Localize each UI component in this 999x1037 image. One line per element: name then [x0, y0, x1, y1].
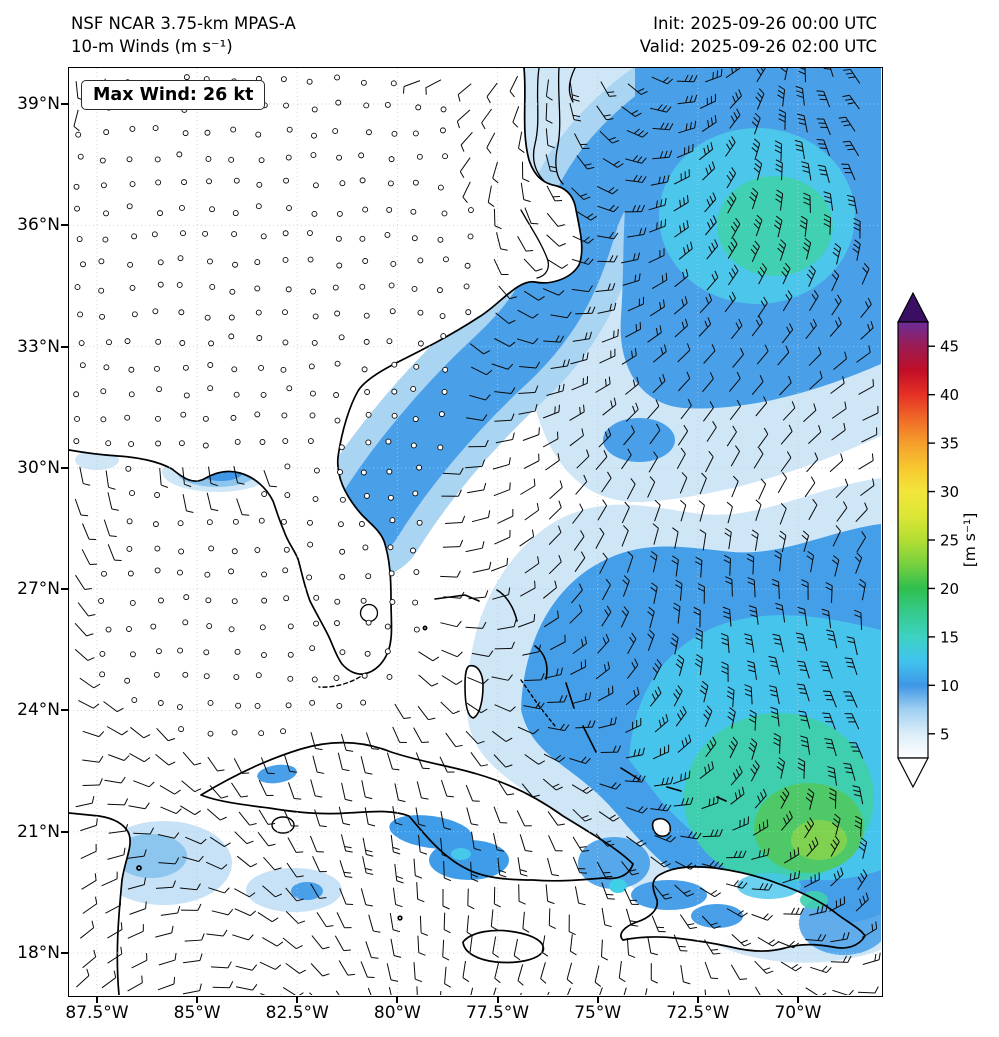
graticule-layer	[69, 68, 881, 995]
colorbar-ticks: 5 10 15 20 25 30 35 40 45	[928, 338, 959, 743]
lon-tick-mark	[496, 996, 499, 1003]
colorbar-bar	[897, 321, 929, 759]
lat-tick-mark	[61, 588, 68, 591]
lat-tick-label: 36°N	[17, 215, 60, 236]
lon-tick-mark	[696, 996, 699, 1003]
lon-tick-label: 85°W	[173, 1003, 221, 1023]
valid-time: Valid: 2025-09-26 02:00 UTC	[639, 37, 877, 56]
colorbar: 5 10 15 20 25 30 35 40 45 [m s⁻¹]	[880, 278, 999, 808]
lat-tick-label: 27°N	[17, 579, 60, 600]
svg-text:25: 25	[940, 532, 959, 550]
lon-tick-label: 82.5°W	[265, 1003, 329, 1023]
svg-text:20: 20	[940, 580, 959, 598]
svg-text:35: 35	[940, 435, 959, 453]
lat-tick-label: 18°N	[17, 943, 60, 964]
figure-title-block: NSF NCAR 3.75-km MPAS-A 10-m Winds (m s⁻…	[71, 12, 296, 58]
svg-text:10: 10	[940, 677, 959, 695]
wind-barb-layer	[73, 68, 881, 996]
lon-tick-label: 70°W	[774, 1003, 822, 1023]
lat-tick-label: 21°N	[17, 821, 60, 842]
lat-tick-mark	[61, 709, 68, 712]
figure-time-block: Init: 2025-09-26 00:00 UTC Valid: 2025-0…	[640, 12, 877, 58]
svg-text:5: 5	[940, 725, 950, 743]
lon-tick-mark	[796, 996, 799, 1003]
init-time: Init: 2025-09-26 00:00 UTC	[653, 14, 877, 33]
lon-tick-mark	[596, 996, 599, 1003]
lat-tick-label: 24°N	[17, 700, 60, 721]
lon-tick-mark	[96, 996, 98, 1003]
colorbar-unit-label: [m s⁻¹]	[961, 513, 979, 568]
figure-subtitle: 10-m Winds (m s⁻¹)	[71, 37, 233, 56]
land-wind-patches-layer	[257, 764, 882, 955]
lat-tick-label: 30°N	[17, 457, 60, 478]
colorbar-arrow-bottom	[897, 757, 929, 789]
lon-tick-label: 72.5°W	[666, 1003, 730, 1023]
lat-tick-label: 33°N	[17, 336, 60, 357]
map-canvas	[69, 68, 882, 996]
lon-tick-label: 77.5°W	[465, 1003, 530, 1023]
lat-tick-mark	[61, 103, 68, 105]
lon-tick-label: 80°W	[373, 1003, 421, 1023]
lat-tick-mark	[61, 224, 68, 227]
svg-text:40: 40	[940, 386, 959, 404]
map-plot: Max Wind: 26 kt	[68, 67, 883, 997]
lat-tick-mark	[61, 466, 68, 469]
svg-text:15: 15	[940, 628, 959, 646]
colorbar-arrow-top	[897, 291, 929, 323]
lat-tick-mark	[61, 830, 68, 833]
lon-tick-label: 87.5°W	[65, 1003, 129, 1023]
figure-title: NSF NCAR 3.75-km MPAS-A	[71, 14, 296, 33]
lat-tick-label: 39°N	[17, 94, 60, 114]
max-wind-badge: Max Wind: 26 kt	[81, 80, 266, 110]
svg-text:30: 30	[940, 483, 959, 501]
lon-tick-mark	[396, 996, 399, 1003]
lat-tick-mark	[61, 345, 68, 348]
lon-tick-mark	[196, 996, 199, 1003]
lon-tick-label: 75°W	[574, 1003, 622, 1023]
lon-tick-mark	[296, 996, 299, 1003]
svg-text:45: 45	[940, 338, 959, 356]
lat-tick-mark	[61, 952, 68, 955]
